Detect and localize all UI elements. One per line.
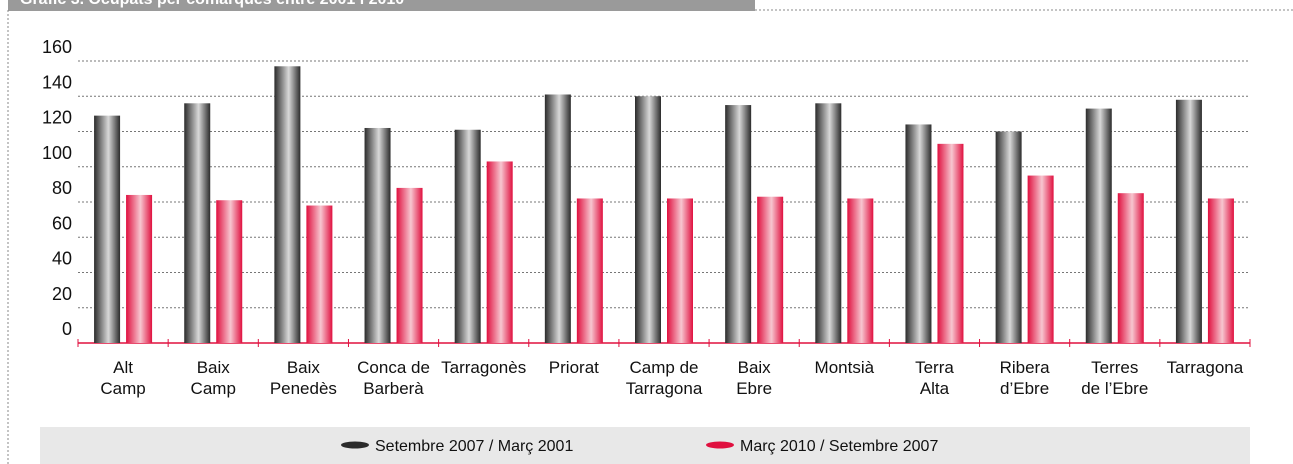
x-tick-label-line: Ebre <box>736 379 772 398</box>
bar <box>937 143 964 343</box>
legend-label: Març 2010 / Setembre 2007 <box>740 438 938 455</box>
title-tab <box>8 0 755 11</box>
bar <box>454 129 481 343</box>
x-tick-label-line: Tarragona <box>1167 358 1244 377</box>
x-tick-label-line: Camp de <box>630 358 699 377</box>
x-tick-label-line: Terra <box>915 358 954 377</box>
x-tick-label-line: de l’Ebre <box>1081 379 1148 398</box>
x-tick-label: Montsià <box>815 358 875 377</box>
bar <box>126 194 153 343</box>
bar <box>396 187 423 343</box>
y-tick-label: 80 <box>52 178 72 198</box>
y-tick-label: 120 <box>42 108 72 128</box>
x-tick-label-line: Montsià <box>815 358 875 377</box>
legend-band <box>40 427 1250 464</box>
x-tick-label: Baix Ebre <box>736 358 772 398</box>
bar <box>815 103 842 343</box>
bar <box>274 66 301 343</box>
bar <box>847 198 874 343</box>
bar <box>635 96 661 343</box>
y-tick-label: 60 <box>52 213 72 233</box>
bar <box>1207 198 1234 343</box>
x-tick-label-line: Camp <box>191 379 236 398</box>
y-tick-label: 140 <box>42 72 72 92</box>
x-tick-label: Priorat <box>549 358 599 377</box>
x-tick-label: Ribera d’Ebre <box>1000 358 1051 398</box>
bar <box>725 105 752 343</box>
legend-swatch <box>341 441 369 449</box>
x-tick-label: Tarragonès <box>441 358 526 377</box>
bar <box>184 103 211 343</box>
bar <box>544 94 571 343</box>
x-tick-label-line: Alta <box>920 379 950 398</box>
x-tick-label: Terra Alta <box>915 358 954 398</box>
x-tick-label-line: Priorat <box>549 358 599 377</box>
x-tick-label-line: Baix <box>197 358 231 377</box>
x-tick-label: Tarragona <box>1167 358 1244 377</box>
x-tick-label: Alt Camp <box>100 358 145 398</box>
x-tick-label-line: Ribera <box>1000 358 1051 377</box>
y-tick-label: 20 <box>52 284 72 304</box>
bar <box>1117 193 1144 343</box>
x-tick-label-line: Penedès <box>270 379 337 398</box>
bar <box>576 198 603 343</box>
x-tick-label-line: Baix <box>738 358 772 377</box>
bar <box>995 131 1022 343</box>
legend-swatch <box>706 441 734 449</box>
x-tick-label-line: Tarragonès <box>441 358 526 377</box>
x-tick-label: Baix Penedès <box>270 358 337 398</box>
x-tick-label: Conca de Barberà <box>357 358 430 398</box>
bar <box>216 200 243 343</box>
x-tick-label-line: Terres <box>1091 358 1138 377</box>
bar <box>905 124 932 343</box>
x-tick-label: Terres de l’Ebre <box>1081 358 1148 398</box>
bar <box>94 115 121 343</box>
x-tick-label-line: Baix <box>287 358 321 377</box>
bar <box>1027 175 1054 343</box>
x-tick-label: Baix Camp <box>191 358 236 398</box>
x-tick-label-line: Camp <box>100 379 145 398</box>
bar <box>1175 99 1202 344</box>
bar <box>364 127 391 343</box>
legend-label: Setembre 2007 / Març 2001 <box>375 438 573 455</box>
chart-title: Gràfic 3. Ocupats per comarques entre 20… <box>20 0 404 8</box>
x-tick-label-line: Alt <box>113 358 133 377</box>
bar <box>757 196 784 343</box>
x-tick-label-line: d’Ebre <box>1000 379 1049 398</box>
x-tick-label-line: Conca de <box>357 358 430 377</box>
y-tick-label: 100 <box>42 143 72 163</box>
x-tick-label-line: Barberà <box>363 379 424 398</box>
x-tick-label: Camp de Tarragona <box>626 358 703 398</box>
bar <box>306 205 333 343</box>
bar <box>486 161 513 343</box>
y-tick-label: 160 <box>42 37 72 57</box>
y-tick-label: 40 <box>52 249 72 269</box>
y-tick-label: 0 <box>62 319 72 339</box>
x-tick-label-line: Tarragona <box>626 379 703 398</box>
bar <box>667 198 693 343</box>
bar <box>1085 108 1112 344</box>
